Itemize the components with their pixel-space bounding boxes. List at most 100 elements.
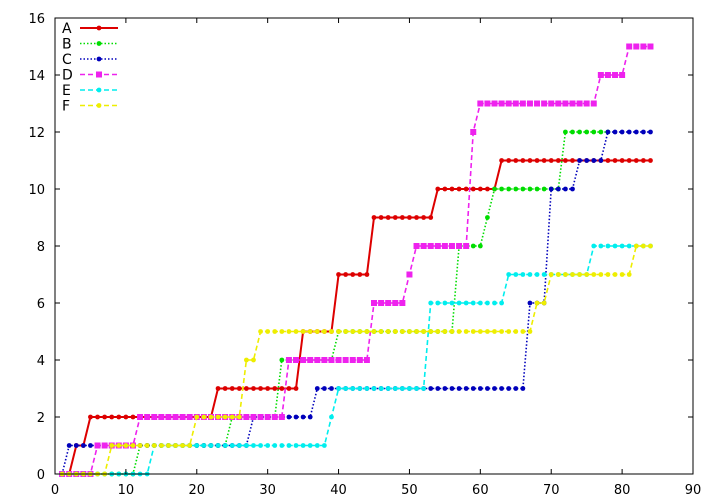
data-point — [336, 329, 341, 334]
data-point — [357, 272, 363, 277]
data-point — [329, 386, 334, 391]
data-point — [258, 386, 263, 391]
x-tick-label: 90 — [685, 483, 702, 498]
data-point — [485, 300, 490, 306]
data-point — [470, 186, 476, 192]
data-point — [498, 100, 505, 107]
x-tick-label: 0 — [51, 483, 59, 498]
data-point — [506, 272, 512, 277]
data-point — [640, 43, 647, 50]
data-point — [399, 386, 405, 391]
data-point — [314, 357, 321, 363]
data-point — [591, 158, 597, 163]
y-tick-label: 12 — [28, 126, 45, 141]
data-point — [513, 186, 519, 192]
data-point — [151, 414, 158, 420]
data-point — [442, 300, 448, 306]
data-point — [215, 443, 221, 448]
series-A — [59, 158, 653, 477]
data-point — [449, 186, 455, 192]
data-point — [385, 215, 391, 220]
data-point — [470, 300, 476, 306]
data-point — [123, 414, 129, 420]
data-point — [300, 357, 307, 363]
data-point — [520, 386, 526, 391]
data-point — [172, 414, 179, 420]
data-point — [229, 414, 235, 420]
data-point — [492, 186, 497, 192]
data-point — [251, 443, 256, 448]
data-point — [208, 414, 214, 420]
data-point — [272, 386, 278, 391]
data-point — [499, 300, 504, 306]
data-point — [350, 386, 356, 391]
data-point — [173, 443, 178, 448]
data-point — [300, 329, 306, 334]
data-point — [371, 386, 377, 391]
data-point — [343, 272, 349, 277]
data-point — [101, 442, 108, 449]
data-point — [499, 386, 504, 391]
data-point — [584, 272, 590, 277]
data-point — [407, 215, 412, 220]
data-point — [648, 158, 653, 163]
data-point — [244, 386, 249, 391]
legend-marker-C — [96, 56, 102, 62]
data-point — [534, 158, 540, 163]
legend-label-B: B — [62, 37, 72, 53]
data-point — [88, 443, 93, 448]
data-point — [201, 414, 207, 420]
data-point — [88, 414, 93, 420]
data-point — [598, 272, 604, 277]
data-point — [321, 443, 327, 448]
data-point — [563, 186, 568, 192]
data-point — [378, 215, 384, 220]
data-point — [272, 329, 278, 334]
x-tick-label: 40 — [330, 483, 347, 498]
data-point — [293, 443, 299, 448]
x-tick-label: 70 — [543, 483, 560, 498]
data-point — [194, 443, 200, 448]
data-point — [343, 329, 349, 334]
data-point — [527, 158, 533, 163]
data-point — [626, 243, 632, 249]
data-point — [485, 386, 490, 391]
data-point — [421, 215, 427, 220]
data-point — [463, 300, 469, 306]
data-point — [583, 100, 590, 107]
data-point — [477, 329, 483, 334]
data-point — [591, 272, 597, 277]
data-point — [279, 443, 285, 448]
data-point — [278, 414, 285, 420]
data-point — [286, 443, 292, 448]
data-point — [94, 442, 101, 449]
data-point — [406, 271, 413, 278]
data-point — [137, 414, 144, 420]
data-point — [435, 186, 441, 192]
data-point — [300, 443, 306, 448]
legend-label-E: E — [62, 83, 71, 99]
data-point — [251, 357, 256, 363]
data-point — [349, 357, 356, 363]
data-point — [215, 414, 221, 420]
data-point — [541, 158, 547, 163]
data-point — [612, 243, 618, 249]
data-point — [612, 129, 618, 135]
data-point — [286, 329, 292, 334]
data-point — [265, 443, 271, 448]
data-point — [449, 329, 455, 334]
data-point — [598, 158, 604, 163]
data-point — [293, 386, 299, 391]
data-point — [527, 272, 533, 277]
data-point — [577, 129, 582, 135]
legend-label-A: A — [62, 21, 72, 37]
data-point — [570, 129, 575, 135]
data-point — [244, 443, 249, 448]
data-point — [485, 186, 490, 192]
data-point — [591, 129, 597, 135]
data-point — [158, 414, 165, 420]
data-point — [463, 386, 469, 391]
data-point — [434, 243, 441, 249]
data-point — [619, 72, 626, 78]
y-tick-label: 4 — [37, 354, 45, 369]
